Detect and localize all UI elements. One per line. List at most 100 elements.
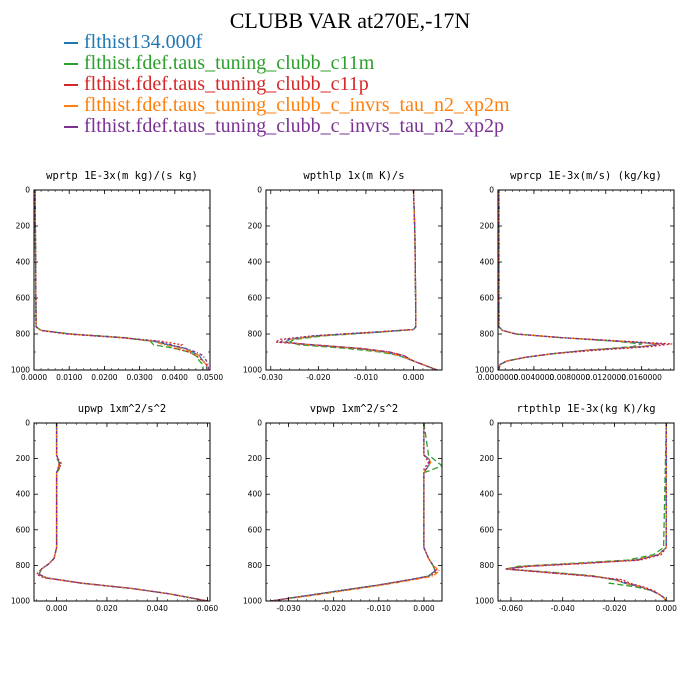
y-tick-label: 800: [480, 330, 495, 339]
chart-panel-6: rtpthlp 1E-3x(kg K)/kg02004006008001000-…: [475, 403, 677, 613]
series-line-4: [282, 190, 438, 370]
chart-panel-1: wprtp 1E-3x(m kg)/(s kg) 0 200 400 600 800 100…: [11, 170, 223, 382]
y-tick-label: 400: [248, 258, 263, 267]
series-line-4: [34, 190, 208, 370]
series-group: [273, 190, 438, 370]
y-tick-label: 800: [248, 330, 263, 339]
y-tick-label: 200: [248, 454, 263, 463]
series-line-3: [34, 190, 209, 370]
y-tick-label: 600: [480, 525, 495, 534]
series-line-5: [498, 190, 665, 370]
series-group: [270, 423, 442, 601]
series-line-5: [270, 423, 436, 601]
legend-swatch: [64, 125, 78, 128]
legend: flthist134.000f flthist.fdef.taus_tuning…: [64, 32, 510, 137]
y-tick-label: 0: [257, 186, 262, 195]
y-tick-label: 0: [489, 419, 494, 428]
legend-swatch: [64, 104, 78, 107]
x-tick-label: 0.000: [655, 604, 677, 613]
series-line-3: [505, 423, 667, 601]
y-tick-label: 0: [489, 186, 494, 195]
y-tick-label: 800: [16, 561, 31, 570]
y-tick-label: 0: [25, 186, 30, 195]
chart-title: wpthlp 1x(m K)/s: [303, 170, 404, 182]
y-tick-label: 400: [480, 258, 495, 267]
y-tick-label: 1000: [475, 597, 494, 606]
x-tick-label: -0.060: [499, 604, 523, 613]
plot-frame: [33, 189, 211, 371]
y-tick-label: 1000: [243, 597, 262, 606]
y-tick-label: 1000: [11, 597, 30, 606]
legend-label: flthist.fdef.taus_tuning_clubb_c11p: [84, 73, 369, 95]
legend-label: flthist.fdef.taus_tuning_clubb_c_invrs_t…: [84, 94, 510, 116]
x-tick-label: 0.060: [197, 604, 219, 613]
series-group: [505, 423, 667, 601]
series-line-5: [278, 190, 438, 370]
y-tick-label: 0: [257, 419, 262, 428]
x-tick-label: -0.020: [602, 604, 626, 613]
chart-panel-3: wprcp 1E-3x(m/s) (kg/kg) 0 200 400 600 800 100…: [475, 170, 675, 382]
x-tick-label: 0.040: [146, 604, 168, 613]
x-tick-label: 0.0120000: [585, 373, 626, 382]
x-tick-label: -0.030: [259, 373, 283, 382]
series-line-4: [505, 423, 667, 601]
y-tick-label: 600: [480, 294, 495, 303]
x-tick-label: -0.020: [322, 604, 346, 613]
y-tick-label: 800: [248, 561, 263, 570]
chart-panel-4: upwp 1xm^2/s^2 0 200 400 600 800 1000 0.000 0.02…: [11, 403, 219, 613]
legend-entry: flthist.fdef.taus_tuning_clubb_c_invrs_t…: [64, 95, 510, 116]
x-tick-label: -0.010: [354, 373, 378, 382]
y-tick-label: 600: [16, 294, 31, 303]
y-tick-label: 400: [480, 490, 495, 499]
plot-frame: [33, 422, 211, 602]
legend-entry: flthist134.000f: [64, 32, 510, 53]
legend-label: flthist.fdef.taus_tuning_clubb_c11m: [84, 52, 375, 74]
x-tick-label: 0.0100: [56, 373, 82, 382]
series-line-1: [38, 423, 208, 601]
chart-panel-5: vpwp 1xm^2/s^2 0 200 400 600 800 1000 -0.030 -0.…: [243, 403, 443, 613]
plot-frame: [497, 422, 675, 602]
series-line-4: [38, 423, 208, 601]
legend-label: flthist134.000f: [84, 31, 203, 53]
y-tick-label: 600: [16, 525, 31, 534]
series-line-4: [270, 423, 441, 601]
y-tick-label: 0: [25, 419, 30, 428]
series-line-3: [273, 190, 438, 370]
x-tick-label: 0.0300: [126, 373, 152, 382]
series-group: [498, 190, 673, 370]
chart-panel-2: wpthlp 1x(m K)/s 0 200 400 600 800 1000-0.030 -…: [243, 170, 443, 382]
series-line-5: [38, 423, 208, 601]
y-tick-label: 400: [248, 490, 263, 499]
x-tick-label: 0.020: [96, 604, 118, 613]
y-tick-label: 400: [16, 258, 31, 267]
x-tick-label: 0.0040000: [514, 373, 555, 382]
x-tick-label: 0.000: [403, 373, 425, 382]
y-tick-label: 800: [16, 330, 31, 339]
y-tick-label: 200: [248, 222, 263, 231]
legend-swatch: [64, 41, 78, 44]
x-tick-label: -0.010: [367, 604, 391, 613]
chart-title: rtpthlp 1E-3x(kg K)/kg: [516, 403, 655, 415]
y-tick-label: 800: [480, 561, 495, 570]
series-line-2: [505, 423, 667, 601]
chart-title: wprtp 1E-3x(m kg)/(s kg): [46, 170, 198, 182]
y-tick-label: 200: [480, 222, 495, 231]
chart-title: upwp 1xm^2/s^2: [78, 403, 167, 415]
series-line-5: [505, 423, 667, 601]
x-tick-label: 0.0400: [162, 373, 188, 382]
y-tick-label: 200: [16, 222, 31, 231]
x-tick-label: 0.0500: [197, 373, 223, 382]
series-line-3: [270, 423, 439, 601]
series-line-2: [270, 423, 442, 601]
x-tick-label: 0.0000: [21, 373, 47, 382]
figure-title: CLUBB VAR at270E,-17N: [229, 8, 471, 33]
x-tick-label: 0.0080000: [550, 373, 591, 382]
series-line-1: [505, 423, 667, 601]
legend-entry: flthist.fdef.taus_tuning_clubb_c11p: [64, 74, 510, 95]
legend-swatch: [64, 62, 78, 65]
series-line-2: [38, 423, 208, 601]
chart-title: wprcp 1E-3x(m/s) (kg/kg): [510, 170, 662, 182]
series-line-1: [270, 423, 436, 601]
series-group: [34, 190, 209, 370]
legend-swatch: [64, 83, 78, 86]
